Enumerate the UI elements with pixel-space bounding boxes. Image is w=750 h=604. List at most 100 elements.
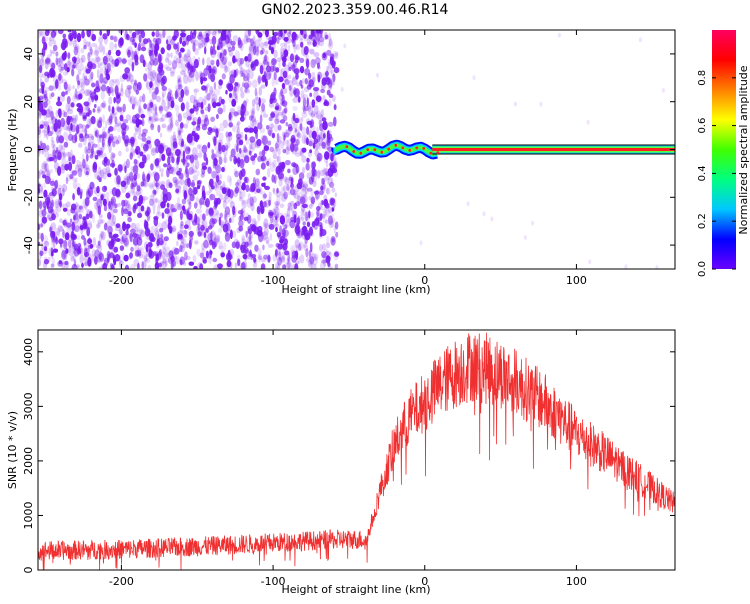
noise-cell	[143, 42, 146, 49]
noise-cell	[301, 111, 308, 118]
noise-cell	[309, 121, 314, 128]
noise-cell	[331, 187, 336, 193]
noise-cell	[285, 139, 289, 147]
noise-cell	[91, 249, 96, 257]
noise-cell	[243, 148, 249, 153]
noise-cell	[274, 114, 279, 121]
noise-cell	[284, 213, 289, 218]
noise-cell	[99, 193, 104, 199]
noise-cell	[101, 142, 104, 148]
noise-cell	[109, 79, 115, 87]
noise-cell	[119, 114, 124, 122]
noise-cell	[145, 257, 151, 263]
noise-cell	[89, 243, 94, 249]
noise-cell	[322, 217, 328, 224]
noise-cell	[115, 92, 122, 97]
noise-cell	[204, 36, 210, 43]
noise-cell	[277, 155, 281, 164]
noise-cell	[233, 86, 237, 92]
noise-cell	[38, 258, 41, 267]
noise-cell	[167, 251, 174, 256]
noise-cell	[261, 182, 265, 187]
noise-cell	[106, 250, 111, 261]
noise-cell	[218, 142, 222, 152]
noise-cell	[297, 201, 300, 207]
noise-cell	[315, 39, 321, 45]
noise-cell	[226, 175, 232, 183]
snr-xlabel: Height of straight line (km)	[281, 583, 430, 596]
noise-cell	[55, 130, 62, 137]
noise-cell	[118, 150, 122, 157]
noise-cell	[197, 179, 202, 188]
noise-cell	[68, 127, 72, 134]
noise-cell	[243, 74, 248, 82]
noise-cell	[134, 164, 138, 173]
noise-cell	[301, 184, 306, 192]
noise-cell	[184, 219, 191, 227]
noise-cell	[49, 194, 55, 199]
noise-cell	[72, 240, 75, 248]
noise-cell	[113, 208, 118, 214]
noise-cell	[320, 82, 327, 89]
noise-cell	[272, 153, 278, 159]
noise-cell	[317, 169, 321, 179]
noise-cell	[44, 163, 49, 173]
noise-cell	[274, 200, 280, 206]
noise-cell	[273, 31, 279, 37]
noise-cell	[137, 30, 141, 35]
noise-cell	[193, 106, 199, 112]
noise-cell	[306, 157, 310, 163]
noise-cell	[190, 30, 196, 35]
noise-cell	[236, 144, 239, 153]
noise-cell	[196, 180, 202, 185]
noise-cell	[297, 256, 301, 265]
noise-cell	[214, 181, 219, 189]
noise-cell	[38, 139, 44, 148]
noise-cell	[58, 30, 64, 35]
noise-cell	[98, 266, 104, 269]
noise-cell	[513, 101, 517, 107]
noise-cell	[101, 100, 107, 109]
noise-cell	[49, 231, 56, 239]
noise-cell	[63, 81, 68, 90]
noise-cell	[183, 123, 189, 129]
noise-cell	[314, 104, 319, 114]
noise-cell	[123, 208, 129, 215]
noise-cell	[320, 185, 324, 191]
noise-cell	[80, 81, 85, 91]
noise-cell	[59, 200, 62, 208]
colorbar-label: Normalized spectral amplitude	[737, 65, 750, 234]
noise-cell	[282, 185, 288, 192]
noise-cell	[186, 133, 193, 144]
noise-cell	[294, 128, 298, 133]
noise-cell	[285, 122, 289, 127]
noise-cell	[113, 246, 119, 253]
noise-cell	[263, 226, 269, 236]
noise-cell	[77, 80, 81, 86]
noise-cell	[207, 83, 210, 88]
noise-cell	[262, 231, 268, 240]
noise-cell	[260, 162, 266, 170]
noise-cell	[277, 144, 282, 151]
noise-cell	[175, 182, 178, 188]
noise-cell	[137, 247, 142, 252]
noise-cell	[51, 92, 55, 98]
noise-cell	[90, 71, 94, 80]
noise-cell	[265, 240, 270, 245]
noise-cell	[97, 243, 103, 253]
noise-cell	[50, 136, 54, 143]
noise-cell	[265, 30, 269, 38]
noise-cell	[243, 82, 250, 89]
noise-cell	[248, 127, 255, 133]
noise-cell	[197, 227, 203, 235]
noise-cell	[214, 181, 218, 191]
noise-cell	[276, 57, 282, 62]
noise-cell	[277, 124, 282, 131]
noise-cell	[212, 44, 216, 51]
noise-cell	[293, 129, 299, 137]
noise-cell	[103, 204, 108, 212]
noise-cell	[376, 72, 379, 78]
noise-cell	[152, 31, 158, 40]
noise-cell	[274, 118, 280, 125]
noise-cell	[302, 221, 306, 226]
